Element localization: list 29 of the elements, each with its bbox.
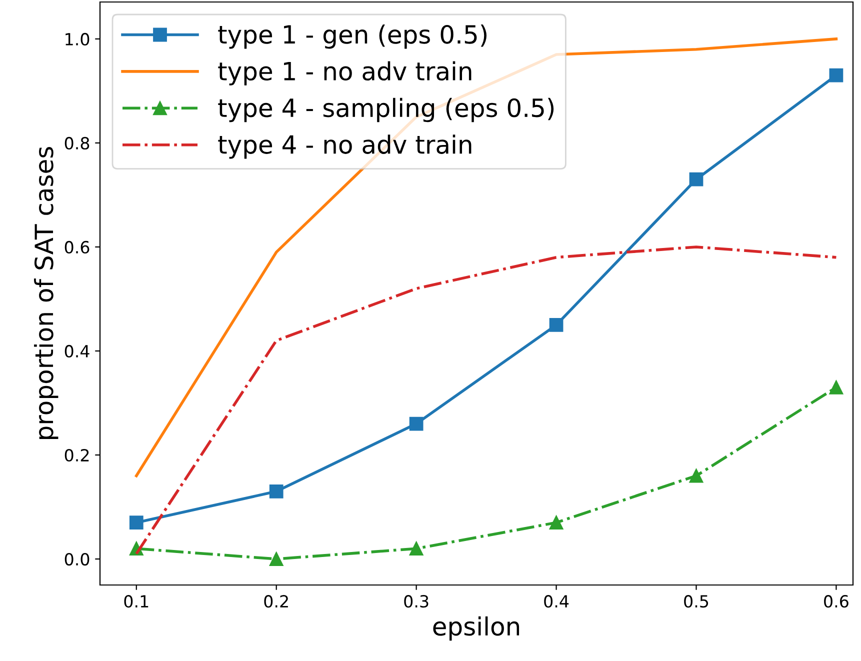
x-tick-label: 0.1	[124, 595, 148, 608]
legend-label: type 1 - gen (eps 0.5)	[218, 24, 486, 49]
x-tick-label: 0.2	[264, 595, 288, 608]
x-tick-label: 0.5	[684, 595, 708, 608]
legend-label: type 4 - no adv train	[218, 134, 472, 159]
legend-label: type 4 - sampling (eps 0.5)	[218, 98, 554, 122]
point	[269, 484, 284, 498]
point	[549, 318, 564, 332]
x-tick-label: 0.6	[824, 595, 848, 608]
legend-label: type 1 - no adv train	[218, 61, 472, 86]
y-tick-label: 0.6	[64, 240, 90, 254]
x-tick-label: 0.3	[404, 595, 428, 608]
y-tick-label: 0.2	[64, 448, 89, 462]
point	[689, 468, 704, 483]
y-axis-title: proportion of SAT cases	[34, 147, 58, 439]
y-tick-label: 0.4	[64, 344, 90, 358]
point	[829, 68, 844, 82]
point	[409, 416, 424, 431]
point	[829, 380, 844, 394]
point	[269, 552, 284, 566]
y-tick-label: 0.0	[64, 552, 90, 566]
x-tick-label: 0.4	[544, 595, 569, 608]
point	[689, 172, 704, 186]
point	[549, 516, 564, 530]
y-tick-label: 0.8	[64, 136, 90, 150]
point	[129, 516, 144, 530]
x-axis-title: epsilon	[433, 616, 520, 641]
point	[409, 542, 424, 556]
y-tick-label: 1.0	[66, 32, 90, 46]
